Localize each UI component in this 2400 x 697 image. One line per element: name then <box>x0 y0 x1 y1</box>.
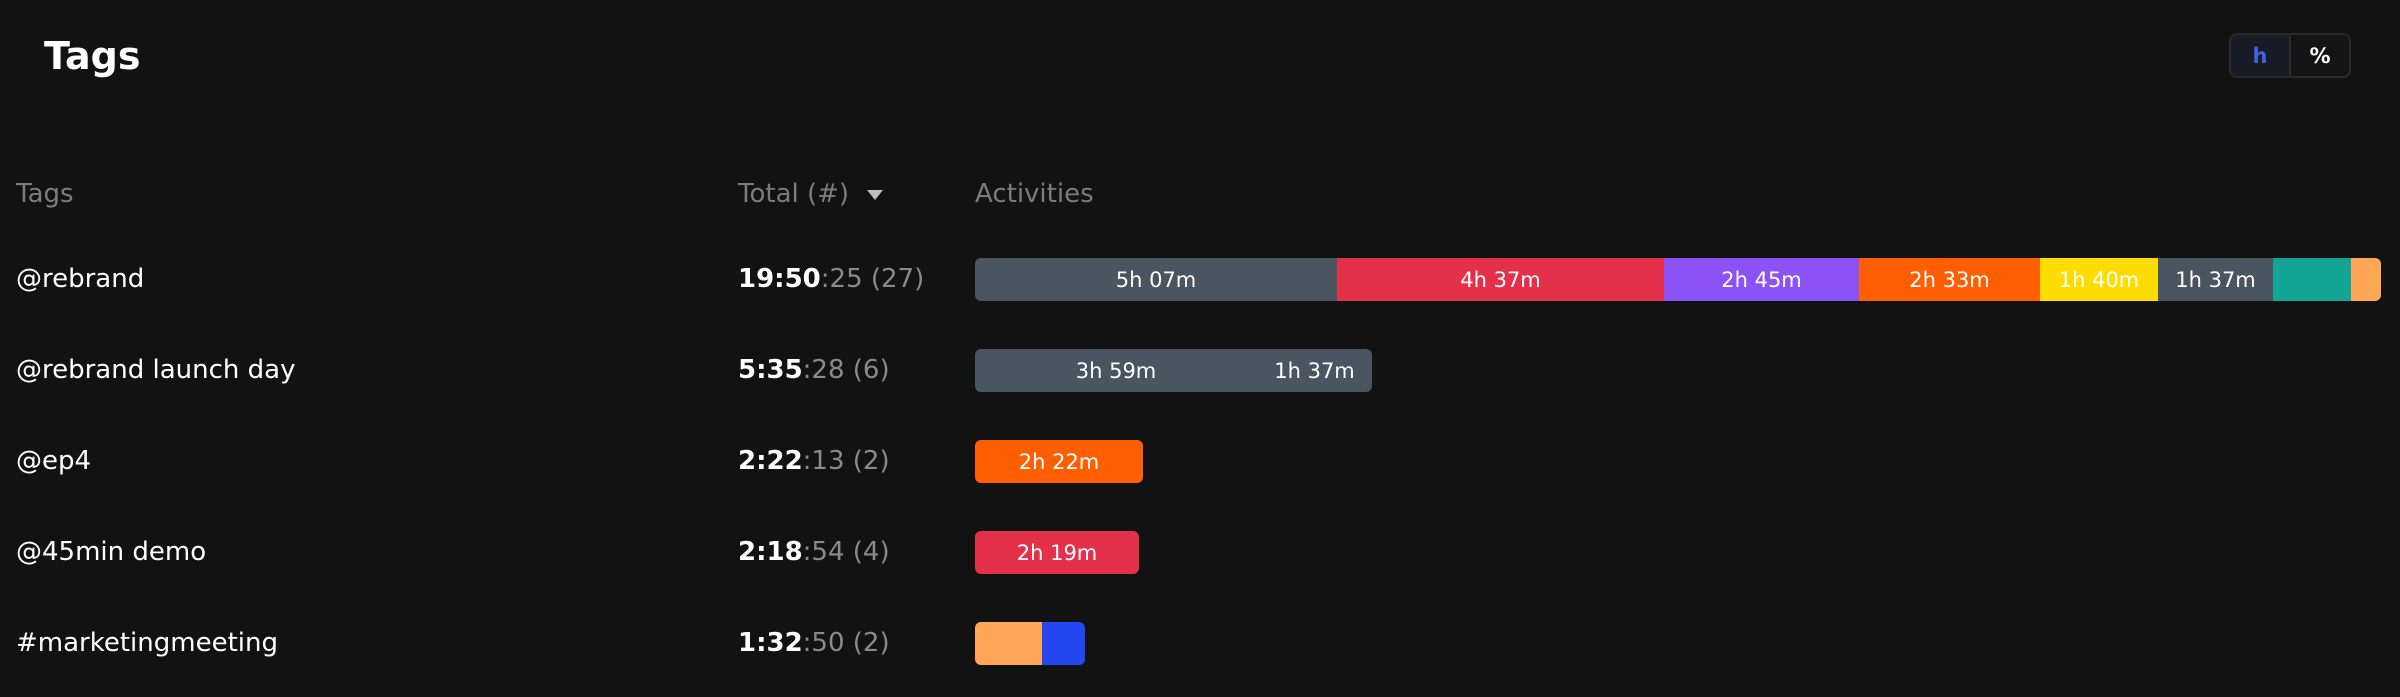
tag-total: 2:22:13 (2) <box>738 436 890 486</box>
activity-count: (2) <box>852 628 890 658</box>
activity-segment[interactable]: 2h 45m <box>1664 258 1859 301</box>
unit-toggle: h % <box>2229 33 2351 78</box>
activity-count: (2) <box>852 446 890 476</box>
tag-name: @rebrand launch day <box>16 355 296 385</box>
sort-descending-icon <box>867 190 884 200</box>
tag-name: @rebrand <box>16 264 145 294</box>
tag-total: 5:35:28 (6) <box>738 345 890 395</box>
page-title: Tags <box>44 34 141 78</box>
table-row[interactable]: @rebrand launch day 5:35:28 (6) 3h 59m 1h 3… <box>0 345 2400 395</box>
activity-bar: 2h 19m <box>975 531 1139 574</box>
activity-count: (27) <box>870 264 925 294</box>
activity-bar: 5h 07m 4h 37m 2h 45m 2h 33m 1h 40m 1h 37m <box>975 258 2381 301</box>
activity-segment[interactable] <box>2351 258 2381 301</box>
table-row[interactable]: @45min demo 2:18:54 (4) 2h 19m <box>0 527 2400 577</box>
activity-count: (4) <box>852 537 890 567</box>
tag-name: #marketingmeeting <box>16 628 278 658</box>
column-header-tags[interactable]: Tags <box>16 179 74 209</box>
total-duration-seconds: :13 <box>802 446 845 476</box>
table-row[interactable]: @rebrand 19:50:25 (27) 5h 07m 4h 37m 2h 45m 2… <box>0 254 2400 304</box>
total-duration-main: 5:35 <box>738 355 803 385</box>
total-duration-seconds: :50 <box>802 628 845 658</box>
tag-total: 1:32:50 (2) <box>738 618 890 668</box>
activity-segment[interactable]: 2h 22m <box>975 440 1143 483</box>
activity-bar: 2h 22m <box>975 440 1143 483</box>
column-header-total-label: Total (#) <box>738 179 850 209</box>
activity-segment[interactable]: 2h 33m <box>1859 258 2040 301</box>
tag-name: @ep4 <box>16 446 92 476</box>
column-header-activities: Activities <box>975 179 1094 209</box>
total-duration-main: 19:50 <box>738 264 821 294</box>
column-header-total[interactable]: Total (#) <box>738 174 884 214</box>
activity-segment[interactable]: 1h 37m <box>1257 349 1372 392</box>
activity-segment[interactable]: 1h 37m <box>2158 258 2273 301</box>
tag-total: 2:18:54 (4) <box>738 527 890 577</box>
total-duration-seconds: :25 <box>820 264 863 294</box>
table-row[interactable]: #marketingmeeting 1:32:50 (2) <box>0 618 2400 668</box>
activity-segment[interactable]: 2h 19m <box>975 531 1139 574</box>
total-duration-seconds: :54 <box>802 537 845 567</box>
total-duration-seconds: :28 <box>802 355 845 385</box>
tag-name: @45min demo <box>16 537 207 567</box>
hours-toggle-button[interactable]: h <box>2231 35 2291 76</box>
activity-bar: 3h 59m 1h 37m <box>975 349 1372 392</box>
total-duration-main: 2:18 <box>738 537 803 567</box>
activity-segment[interactable]: 1h 40m <box>2040 258 2158 301</box>
percent-toggle-button[interactable]: % <box>2291 35 2349 76</box>
activity-segment[interactable]: 3h 59m <box>975 349 1257 392</box>
activity-segment[interactable] <box>1042 622 1085 665</box>
activity-segment[interactable]: 4h 37m <box>1337 258 1664 301</box>
activity-segment[interactable]: 5h 07m <box>975 258 1337 301</box>
activity-count: (6) <box>852 355 890 385</box>
table-row[interactable]: @ep4 2:22:13 (2) 2h 22m <box>0 436 2400 486</box>
total-duration-main: 1:32 <box>738 628 803 658</box>
tag-total: 19:50:25 (27) <box>738 254 924 304</box>
activity-segment[interactable] <box>975 622 1042 665</box>
activity-bar <box>975 622 1085 665</box>
total-duration-main: 2:22 <box>738 446 803 476</box>
activity-segment[interactable] <box>2273 258 2351 301</box>
